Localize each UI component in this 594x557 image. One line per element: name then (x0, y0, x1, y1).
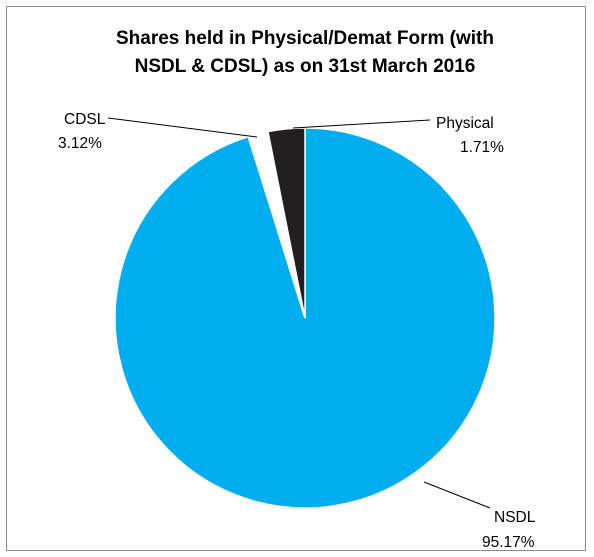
physical-leader-line (292, 119, 431, 129)
nsdl-label-name: NSDL (494, 509, 536, 526)
chart-title-line-2: NSDL & CDSL) as on 31st March 2016 (135, 56, 476, 77)
physical-label-name: Physical (436, 115, 494, 132)
cdsl-label-name: CDSL (64, 111, 106, 128)
physical-label-value: 1.71% (460, 139, 504, 156)
nsdl-label-value: 95.17% (482, 534, 535, 551)
cdsl-label-value: 3.12% (58, 135, 102, 152)
cdsl-leader-line (107, 117, 258, 138)
chart-title-line-1: Shares held in Physical/Demat Form (with (116, 28, 494, 49)
nsdl-leader-line (423, 481, 491, 509)
pie-slice-cdsl (267, 127, 306, 319)
